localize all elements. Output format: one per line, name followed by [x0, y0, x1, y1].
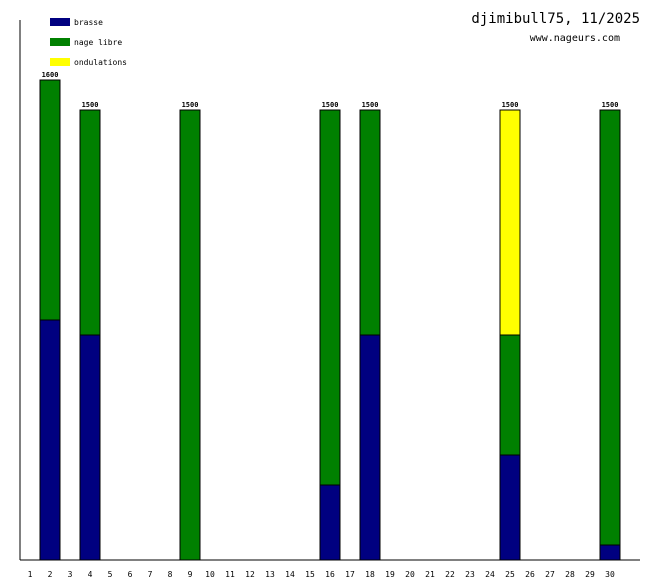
- bar-ondulations-day-25: [499, 109, 521, 336]
- chart-title: djimibull75, 11/2025: [471, 11, 640, 27]
- x-tick-label-16: 16: [325, 570, 335, 579]
- bar-total-label-day-9: 1500: [182, 101, 199, 109]
- chart-subtitle: www.nageurs.com: [530, 33, 620, 44]
- bar-total-label-day-2: 1600: [42, 71, 59, 79]
- x-tick-label-18: 18: [365, 570, 375, 579]
- bar-total-label-day-4: 1500: [82, 101, 99, 109]
- bar-brasse-day-2: [39, 319, 61, 561]
- x-tick-label-2: 2: [48, 570, 53, 579]
- bar-brasse-day-18: [359, 334, 381, 561]
- bar-total-label-day-16: 1500: [322, 101, 339, 109]
- bar-total-label-day-18: 1500: [362, 101, 379, 109]
- x-tick-label-10: 10: [205, 570, 215, 579]
- x-tick-label-26: 26: [525, 570, 535, 579]
- bars-group: [39, 79, 621, 561]
- legend-label-ondulations: ondulations: [74, 58, 127, 67]
- x-tick-label-15: 15: [305, 570, 315, 579]
- x-tick-label-6: 6: [128, 570, 133, 579]
- x-tick-label-25: 25: [505, 570, 515, 579]
- x-tick-label-5: 5: [108, 570, 113, 579]
- x-tick-label-9: 9: [188, 570, 193, 579]
- x-tick-label-24: 24: [485, 570, 495, 579]
- bar-brasse-day-25: [499, 454, 521, 561]
- bar-nage-libre-day-9: [179, 109, 201, 561]
- bar-total-label-day-30: 1500: [602, 101, 619, 109]
- x-tick-label-23: 23: [465, 570, 475, 579]
- x-tick-label-1: 1: [28, 570, 33, 579]
- legend-label-brasse: brasse: [74, 18, 103, 27]
- x-tick-label-14: 14: [285, 570, 295, 579]
- bar-brasse-day-30: [599, 544, 621, 561]
- x-tick-label-29: 29: [585, 570, 595, 579]
- bar-brasse-day-4: [79, 334, 101, 561]
- legend-swatch-ondulations: [50, 58, 70, 66]
- x-tick-label-13: 13: [265, 570, 275, 579]
- legend-swatch-brasse: [50, 18, 70, 26]
- x-tick-label-28: 28: [565, 570, 575, 579]
- bar-nage-libre-day-4: [79, 109, 101, 336]
- bar-nage-libre-day-18: [359, 109, 381, 336]
- x-tick-label-12: 12: [245, 570, 255, 579]
- x-tick-label-11: 11: [225, 570, 235, 579]
- x-tick-label-8: 8: [168, 570, 173, 579]
- bar-total-label-day-25: 1500: [502, 101, 519, 109]
- x-tick-label-7: 7: [148, 570, 153, 579]
- x-tick-label-27: 27: [545, 570, 555, 579]
- bar-nage-libre-day-30: [599, 109, 621, 546]
- legend-label-nage-libre: nage libre: [74, 38, 122, 47]
- bar-labels-group: 1600 1500 1500 1500 1500 1500 1500: [42, 71, 619, 109]
- x-tick-label-22: 22: [445, 570, 455, 579]
- bar-nage-libre-day-2: [39, 79, 61, 321]
- x-tick-label-20: 20: [405, 570, 415, 579]
- x-tick-label-4: 4: [88, 570, 93, 579]
- x-tick-label-30: 30: [605, 570, 615, 579]
- bar-nage-libre-day-25: [499, 334, 521, 456]
- bar-nage-libre-day-16: [319, 109, 341, 486]
- legend-swatch-nage-libre: [50, 38, 70, 46]
- x-tick-label-19: 19: [385, 570, 395, 579]
- bar-brasse-day-16: [319, 484, 341, 561]
- x-tick-label-17: 17: [345, 570, 355, 579]
- legend: brasse nage libre ondulations: [50, 18, 127, 67]
- x-tick-label-21: 21: [425, 570, 435, 579]
- x-tick-label-3: 3: [68, 570, 73, 579]
- x-tick-labels: 1 2 3 4 5 6 7 8 9 10 11 12 13 14 15 16 17 18 19 20 21 22 23 24 2…: [28, 570, 615, 579]
